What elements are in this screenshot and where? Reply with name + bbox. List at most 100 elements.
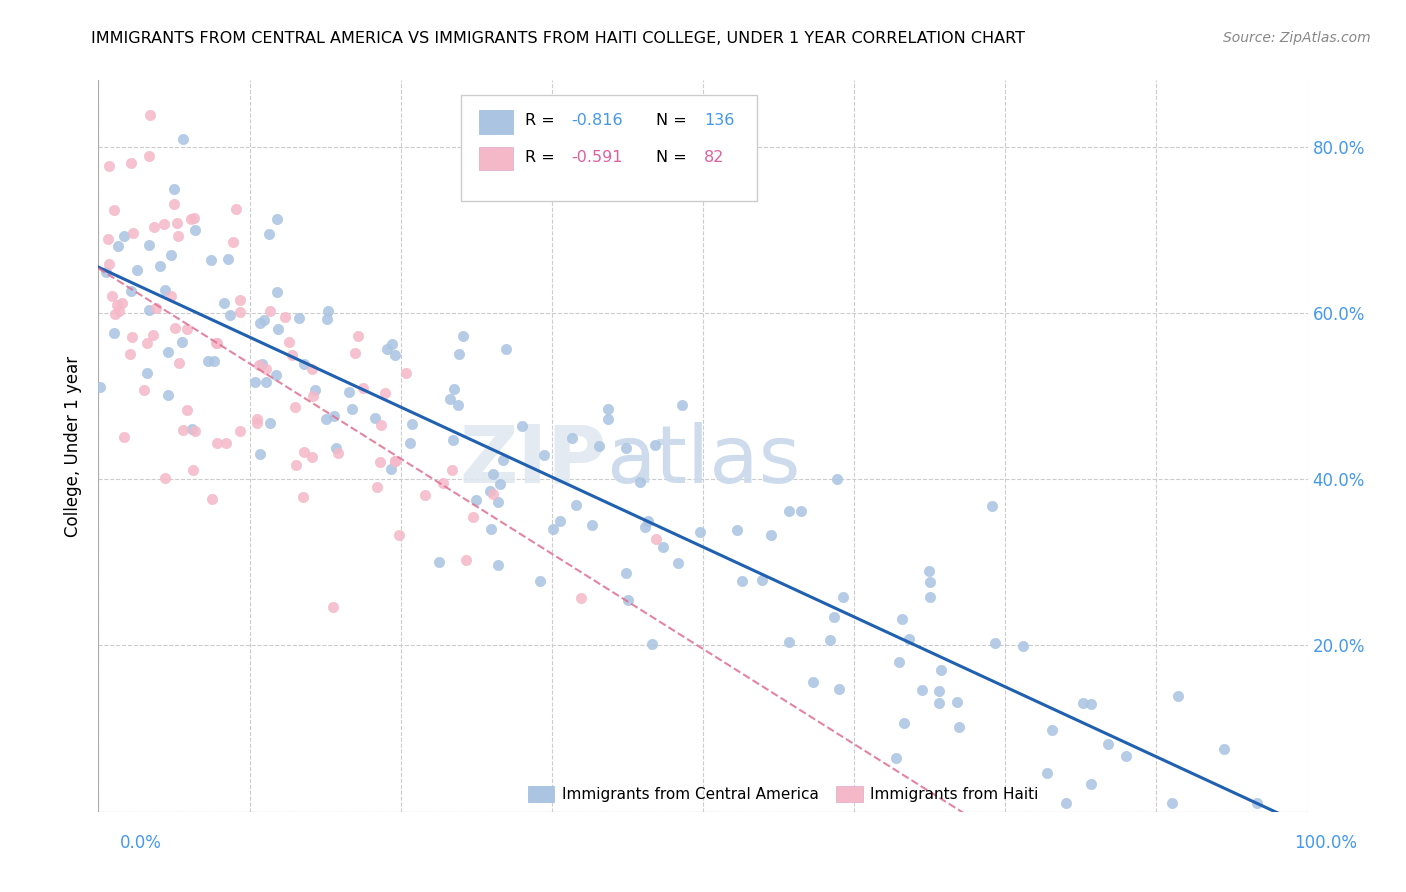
Point (176, 403, 198, 417)
Point (569, 591, 592, 606)
Point (259, 304, 281, 318)
Point (832, 590, 855, 604)
Point (541, 522, 564, 536)
Point (315, 412, 337, 426)
Point (377, 343, 399, 357)
Point (217, 252, 239, 267)
Point (384, 348, 406, 362)
Point (120, 155, 142, 169)
Point (439, 392, 461, 406)
Point (97, 232, 120, 246)
Point (529, 574, 551, 588)
Point (825, 472, 848, 486)
FancyBboxPatch shape (461, 95, 758, 201)
Point (101, 289, 124, 303)
Point (139, 108, 162, 122)
Point (142, 328, 165, 343)
Point (384, 454, 406, 468)
Text: ZIP: ZIP (458, 422, 606, 500)
Text: Immigrants from Central America: Immigrants from Central America (561, 787, 818, 802)
Point (893, 715, 915, 730)
Point (447, 398, 470, 412)
Point (884, 751, 907, 765)
Point (112, 430, 135, 444)
Point (491, 452, 513, 467)
Point (401, 417, 423, 432)
Point (887, 655, 910, 669)
Point (183, 211, 205, 225)
Point (823, 609, 845, 624)
Point (596, 402, 619, 417)
Point (910, 683, 932, 698)
Point (202, 353, 225, 368)
Point (395, 366, 418, 380)
Point (301, 450, 323, 464)
Point (510, 418, 533, 433)
Point (222, 235, 245, 249)
Point (163, 196, 186, 211)
Text: atlas: atlas (606, 422, 800, 500)
Point (285, 458, 308, 472)
Point (200, 253, 222, 268)
Point (581, 517, 603, 532)
Point (274, 310, 297, 324)
Point (325, 441, 347, 455)
Point (205, 436, 228, 450)
Point (368, 455, 391, 469)
Point (370, 418, 392, 433)
Point (364, 411, 387, 425)
Point (184, 424, 207, 438)
Point (451, 329, 474, 343)
Point (432, 476, 454, 491)
Point (160, 289, 183, 303)
Point (946, 695, 969, 709)
Point (1080, 697, 1102, 711)
Point (454, 553, 477, 567)
Point (929, 663, 952, 677)
Point (820, 632, 842, 647)
Point (266, 285, 288, 300)
Point (614, 441, 637, 455)
Point (157, 387, 180, 401)
Point (180, 212, 202, 227)
Point (644, 438, 666, 452)
Point (107, 239, 129, 253)
Point (671, 398, 693, 412)
Point (104, 307, 127, 321)
Point (302, 389, 325, 403)
Text: N =: N = (655, 150, 686, 165)
Point (918, 574, 941, 589)
Point (479, 484, 502, 499)
Point (243, 375, 266, 389)
Point (246, 416, 269, 430)
Point (1115, 749, 1137, 764)
Point (229, 305, 252, 319)
Point (644, 533, 666, 547)
Point (366, 480, 388, 494)
Point (374, 386, 396, 401)
Point (751, 574, 773, 588)
Point (105, 298, 128, 312)
Point (219, 308, 242, 322)
Point (561, 431, 583, 445)
Point (1042, 723, 1064, 737)
Point (1097, 737, 1119, 751)
Point (281, 348, 304, 362)
Point (482, 487, 505, 501)
Text: N =: N = (655, 113, 686, 128)
Text: 100.0%: 100.0% (1294, 834, 1357, 852)
Point (725, 524, 748, 538)
Point (948, 720, 970, 734)
Point (163, 321, 186, 335)
FancyBboxPatch shape (479, 147, 513, 170)
Point (352, 381, 374, 395)
Point (918, 564, 941, 578)
Point (277, 335, 299, 350)
Point (120, 284, 142, 298)
Point (112, 228, 135, 243)
Point (103, 203, 125, 218)
Text: -0.816: -0.816 (571, 113, 623, 128)
Point (125, 263, 148, 277)
Point (778, 635, 800, 649)
Point (184, 223, 207, 237)
